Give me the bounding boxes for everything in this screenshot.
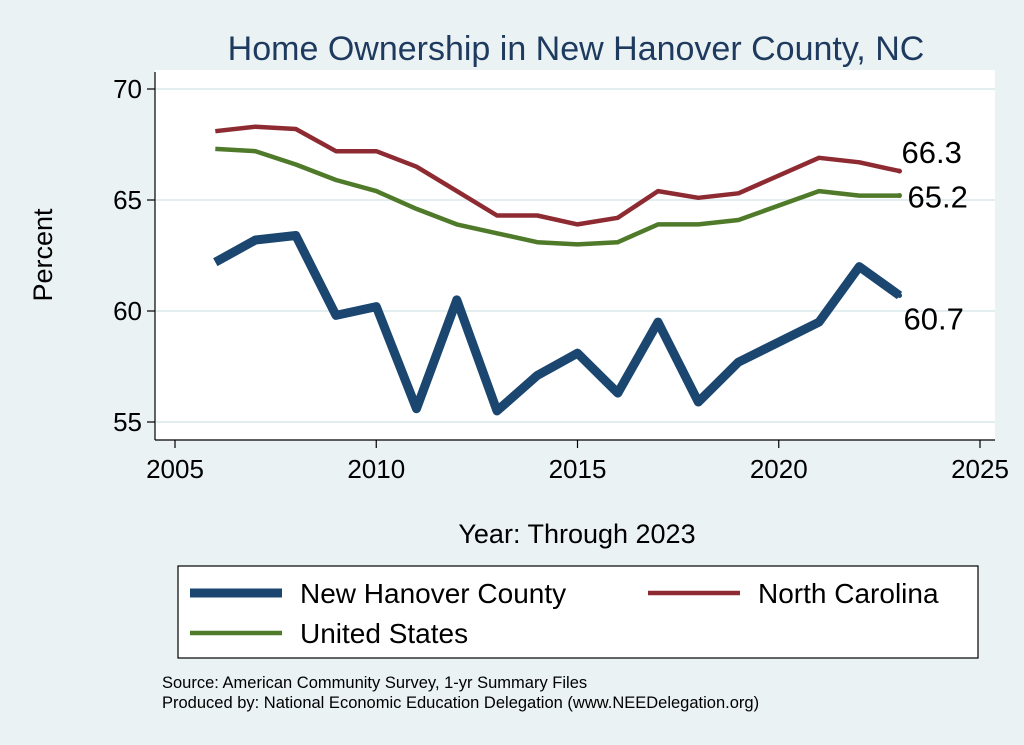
chart-title: Home Ownership in New Hanover County, NC (228, 30, 925, 68)
end-marker (897, 193, 902, 199)
y-tick-label: 55 (113, 407, 142, 437)
end-label: 65.2 (908, 180, 968, 215)
legend-label: North Carolina (758, 578, 939, 609)
source-note: Source: American Community Survey, 1-yr … (162, 674, 587, 692)
legend: New Hanover County North Carolina United S… (177, 565, 979, 659)
y-tick-label: 65 (113, 185, 142, 215)
gridlines (156, 88, 995, 423)
series-line-1 (215, 124, 900, 227)
plot-area (155, 70, 995, 440)
end-labels: 60.7 66.3 65.2 (897, 135, 968, 336)
x-tick-label: 2025 (951, 454, 1009, 484)
y-tick-label: 70 (113, 74, 142, 104)
end-label: 66.3 (902, 135, 962, 170)
legend-label: New Hanover County (300, 578, 566, 609)
series-lines (213, 124, 903, 416)
x-tick-label: 2020 (750, 454, 808, 484)
x-axis-ticks: 2005 2010 2015 2020 2025 (146, 440, 1009, 484)
series-line-2 (215, 146, 900, 247)
x-axis-label: Year: Through 2023 (458, 519, 695, 549)
y-tick-label: 60 (113, 296, 142, 326)
y-axis-label: Percent (28, 208, 58, 302)
series-line-0 (213, 231, 903, 416)
x-tick-label: 2015 (549, 454, 607, 484)
end-marker (897, 168, 902, 174)
produced-by-note: Produced by: National Economic Education… (162, 694, 759, 712)
y-axis-ticks: 55 60 65 70 (113, 74, 155, 437)
legend-box (177, 565, 979, 659)
end-marker (897, 292, 902, 298)
x-tick-label: 2010 (347, 454, 405, 484)
x-tick-label: 2005 (146, 454, 204, 484)
end-label: 60.7 (904, 301, 964, 336)
legend-label: United States (300, 618, 468, 649)
